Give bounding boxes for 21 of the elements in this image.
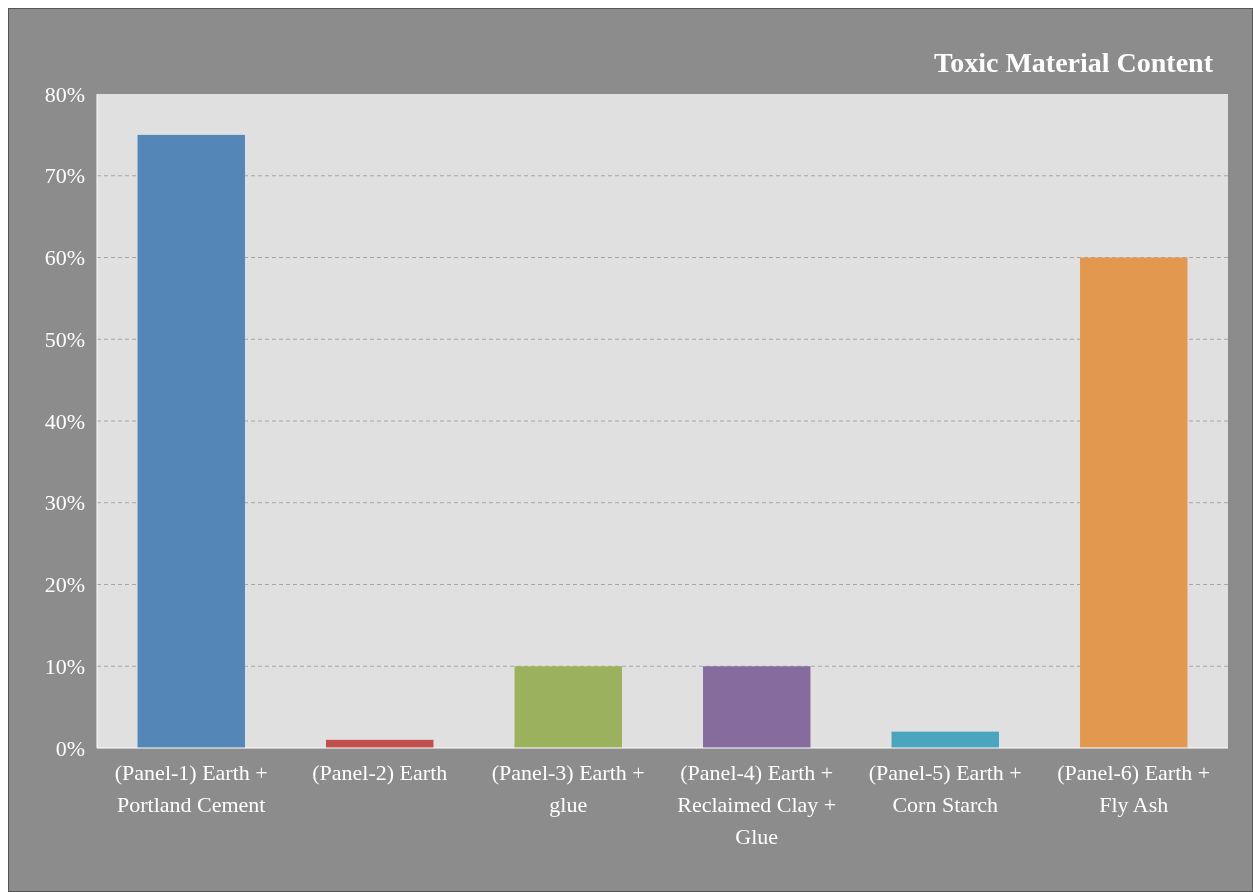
y-tick-label: 40%	[44, 408, 85, 434]
x-tick-label: (Panel-3) Earth + glue	[491, 760, 645, 817]
chart-title: Toxic Material Content	[934, 47, 1214, 78]
y-tick-label: 30%	[44, 490, 85, 516]
y-tick-label: 80%	[44, 81, 85, 107]
bar	[1080, 257, 1188, 748]
bar	[891, 731, 999, 748]
y-tick-label: 50%	[44, 326, 85, 352]
bar	[514, 666, 622, 748]
bar	[137, 134, 245, 748]
bar	[703, 666, 811, 748]
x-tick-label: (Panel-5) Earth + Corn Starch	[868, 760, 1022, 817]
y-tick-label: 0%	[55, 735, 85, 761]
y-tick-label: 60%	[44, 245, 85, 271]
x-tick-label: (Panel-6) Earth + Fly Ash	[1057, 760, 1211, 817]
y-tick-label: 70%	[44, 163, 85, 189]
y-tick-label: 10%	[44, 653, 85, 679]
x-tick-label: (Panel-2) Earth	[312, 760, 448, 785]
x-tick-label: (Panel-1) Earth + Portland Cement	[114, 760, 268, 817]
y-tick-label: 20%	[44, 572, 85, 598]
x-tick-label: (Panel-4) Earth + Reclaimed Clay + Glue	[677, 760, 837, 849]
